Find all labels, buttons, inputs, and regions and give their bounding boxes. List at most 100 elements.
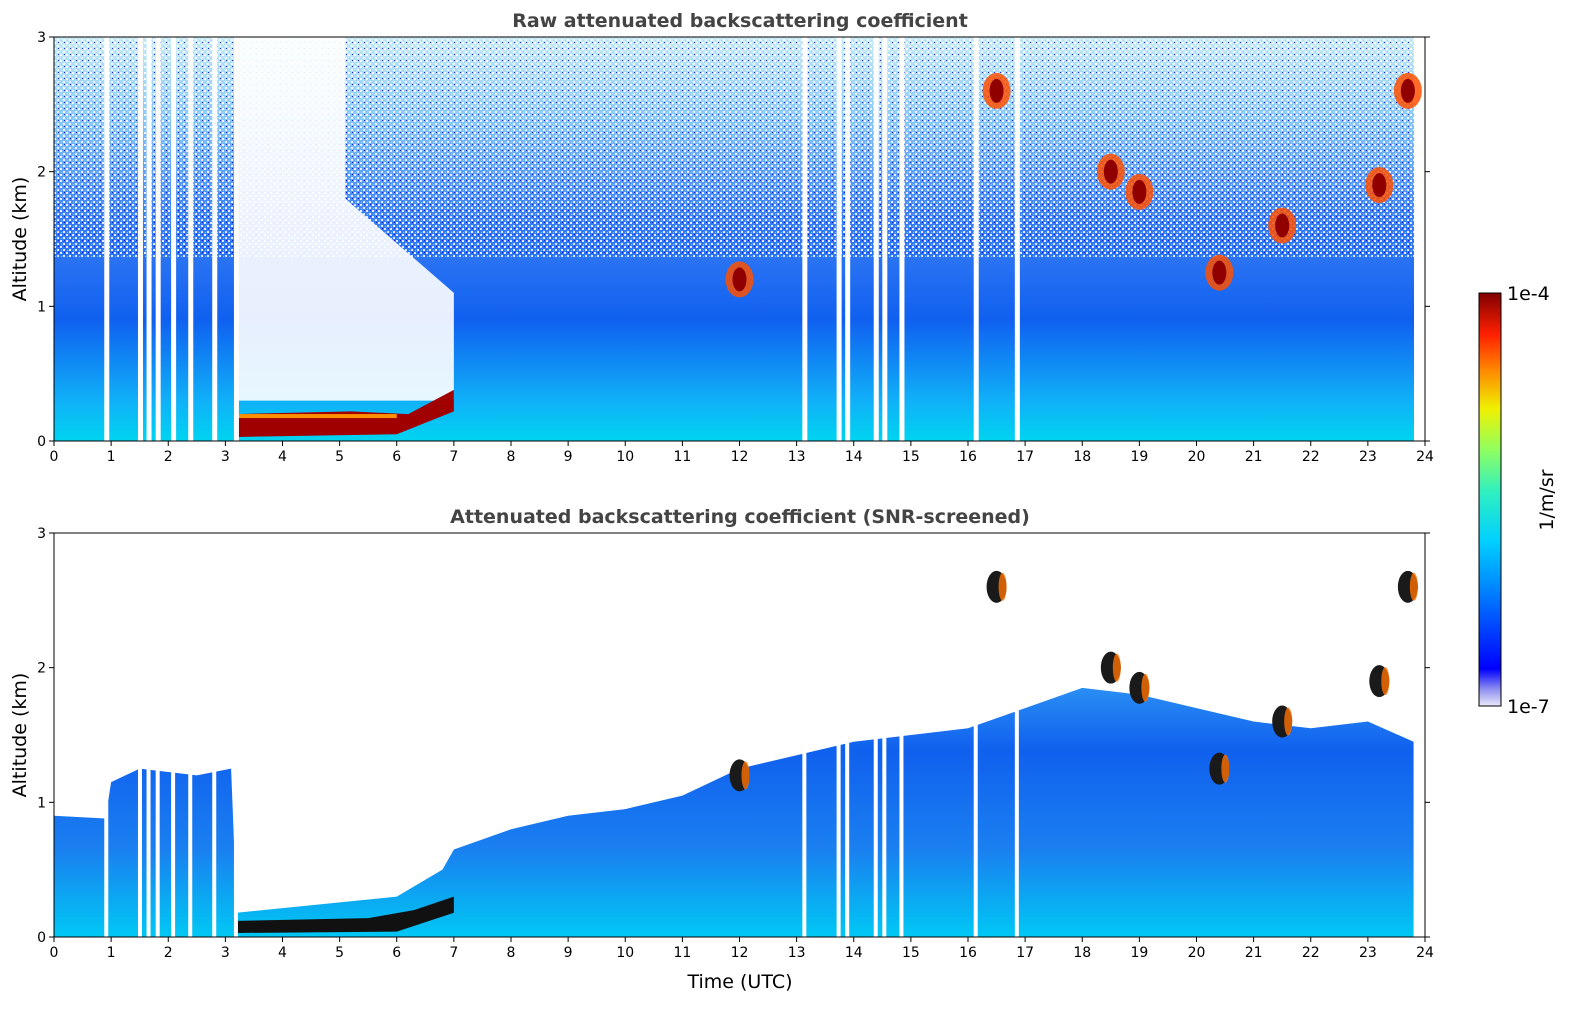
x-tick-label: 9	[564, 945, 573, 961]
fog-layer	[236, 896, 454, 933]
cloud-core	[732, 267, 747, 292]
y-tick-label: 1	[37, 299, 46, 315]
data-gap	[882, 533, 887, 937]
cloud-core	[1372, 173, 1387, 198]
x-tick-label: 24	[1416, 945, 1434, 961]
x-tick-label: 0	[50, 945, 59, 961]
x-tick-label: 21	[1245, 945, 1263, 961]
x-tick-label: 22	[1302, 945, 1320, 961]
data-gap	[155, 533, 160, 937]
cloud-edge	[1409, 572, 1418, 601]
cloud-edge	[1221, 754, 1230, 783]
top-heatmap	[54, 37, 1422, 441]
x-tick-label: 10	[616, 945, 634, 961]
data-gap	[171, 37, 177, 441]
x-tick-label: 22	[1302, 449, 1320, 465]
data-gap	[233, 533, 238, 937]
data-gap	[146, 533, 151, 937]
x-tick-label: 11	[673, 449, 691, 465]
x-tick-label: 18	[1073, 945, 1091, 961]
y-tick-label: 0	[37, 434, 46, 450]
top-panel-title: Raw attenuated backscattering coefficien…	[512, 10, 968, 32]
bottom-signal-area	[54, 687, 1414, 937]
colorbar-min-label: 1e-7	[1507, 696, 1550, 718]
fog-layer	[236, 389, 454, 437]
x-tick-label: 9	[564, 449, 573, 465]
data-gap	[899, 37, 905, 441]
x-tick-label: 14	[845, 449, 863, 465]
cloud-core	[1132, 179, 1147, 204]
data-gap	[836, 37, 842, 441]
x-tick-label: 23	[1359, 449, 1377, 465]
y-tick-label: 3	[37, 526, 46, 542]
cloud-edge	[998, 572, 1007, 601]
data-gap	[973, 533, 978, 937]
x-tick-label: 16	[959, 449, 977, 465]
cloud-edge	[1284, 707, 1293, 736]
cloud-core	[1103, 159, 1118, 184]
x-tick-label: 4	[278, 449, 287, 465]
data-gap	[233, 37, 239, 441]
x-tick-label: 20	[1188, 945, 1206, 961]
data-gap	[212, 37, 218, 441]
data-gap	[802, 37, 808, 441]
x-tick-label: 12	[731, 945, 749, 961]
x-tick-label: 15	[902, 945, 920, 961]
x-tick-label: 23	[1359, 945, 1377, 961]
x-tick-label: 8	[507, 449, 516, 465]
cloud-core	[1400, 78, 1415, 103]
y-tick-label: 2	[37, 165, 46, 181]
cloud-core	[1212, 260, 1227, 285]
x-tick-label: 24	[1416, 449, 1434, 465]
x-tick-label: 0	[50, 449, 59, 465]
x-tick-label: 13	[788, 945, 806, 961]
x-tick-label: 12	[731, 449, 749, 465]
data-gap	[155, 37, 161, 441]
bottom-panel-title: Attenuated backscattering coefficient (S…	[450, 506, 1030, 528]
x-tick-label: 13	[788, 449, 806, 465]
x-tick-label: 20	[1188, 449, 1206, 465]
data-gap	[1014, 533, 1019, 937]
data-gap	[836, 533, 841, 937]
x-tick-label: 17	[1016, 449, 1034, 465]
y-tick-label: 1	[37, 795, 46, 811]
data-gap	[873, 533, 878, 937]
y-tick-label: 3	[37, 30, 46, 46]
x-tick-label: 5	[335, 945, 344, 961]
x-tick-label: 1	[107, 945, 116, 961]
data-gap	[802, 533, 807, 937]
x-tick-label: 21	[1245, 449, 1263, 465]
x-tick-label: 3	[221, 945, 230, 961]
cloud-core	[1275, 213, 1290, 238]
cloud-core	[989, 78, 1004, 103]
bottom-heatmap	[54, 533, 1418, 937]
cloud-edge	[741, 761, 750, 790]
x-tick-label: 6	[392, 449, 401, 465]
data-gap	[899, 533, 904, 937]
x-tick-label: 14	[845, 945, 863, 961]
fog-layer-top-edge	[236, 414, 397, 419]
data-gap	[973, 37, 979, 441]
colorbar	[1478, 292, 1502, 707]
data-gap	[188, 37, 194, 441]
bottom-y-axis-label: Altitude (km)	[9, 673, 31, 798]
data-gap	[1014, 37, 1020, 441]
x-tick-label: 2	[164, 449, 173, 465]
data-gap	[104, 37, 110, 441]
top-y-axis-label: Altitude (km)	[9, 177, 31, 302]
data-gap	[845, 533, 850, 937]
colorbar-unit-label: 1/m/sr	[1536, 469, 1558, 530]
x-tick-label: 10	[616, 449, 634, 465]
x-tick-label: 19	[1130, 449, 1148, 465]
cloud-edge	[1381, 667, 1390, 696]
data-gap	[873, 37, 879, 441]
x-tick-label: 15	[902, 449, 920, 465]
cloud-edge	[1112, 653, 1121, 682]
x-tick-label: 4	[278, 945, 287, 961]
x-tick-label: 3	[221, 449, 230, 465]
x-tick-label: 19	[1130, 945, 1148, 961]
data-gap	[146, 37, 152, 441]
y-tick-label: 2	[37, 661, 46, 677]
x-tick-label: 2	[164, 945, 173, 961]
